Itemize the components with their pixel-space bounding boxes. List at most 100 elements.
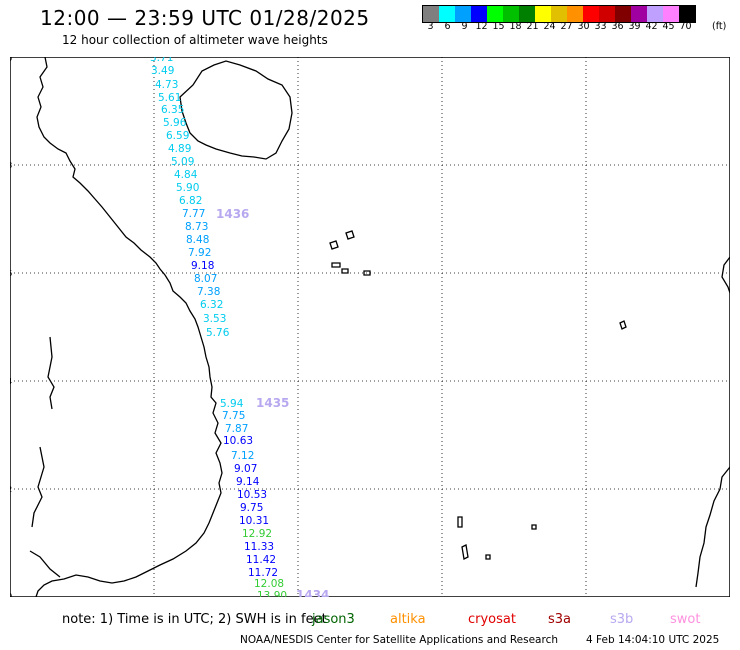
- map-subtitle: 12 hour collection of altimeter wave hei…: [62, 33, 328, 47]
- color-scale-label: 39: [628, 21, 641, 32]
- wave-height-labels: 3.713.49 4.735.616.355.966.594.895.094.84…: [150, 52, 287, 602]
- color-scale-label: 9: [461, 21, 468, 32]
- island: [457, 516, 463, 528]
- wave-height-value: 6.82: [179, 195, 202, 207]
- wave-height-value: 12.92: [242, 528, 272, 540]
- satellite-legend-item: jason3: [312, 612, 355, 627]
- island: [485, 554, 491, 560]
- wave-height-value: 5.96: [163, 117, 187, 129]
- left-coast-fragment: [29, 550, 61, 578]
- color-scale-labels: 3 6 9 12 15 18 21 24 27 30 33 36 39 42 45 70: [422, 21, 711, 32]
- wave-height-value: 9.75: [240, 502, 263, 514]
- color-swatch: [647, 6, 663, 22]
- map-frame: [9, 56, 731, 598]
- color-swatch: [503, 6, 519, 22]
- color-scale-unit: (ft): [712, 21, 727, 32]
- island: [331, 262, 341, 268]
- color-swatch: [599, 6, 615, 22]
- color-swatch: [567, 6, 583, 22]
- wave-height-value: 5.61: [158, 92, 181, 104]
- wave-height-value: 8.07: [194, 273, 217, 285]
- satellite-legend-item: cryosat: [468, 612, 516, 627]
- color-scale-label: 3: [427, 21, 434, 32]
- wave-height-value: 7.75: [222, 410, 245, 422]
- island: [345, 230, 355, 240]
- color-swatch: [551, 6, 567, 22]
- wave-height-value: 5.94: [220, 398, 244, 410]
- wave-height-value: 3.53: [203, 313, 226, 325]
- track-time-label: 1435: [256, 396, 289, 410]
- wave-height-value: 10.53: [237, 489, 267, 501]
- island: [341, 268, 349, 274]
- wave-height-value: 6.32: [200, 299, 223, 311]
- wave-height-value: 3.71: [150, 57, 173, 64]
- left-coast-fragment: [47, 336, 55, 410]
- credit-line: NOAA/NESDIS Center for Satellite Applica…: [240, 634, 558, 646]
- wave-height-value: 4.84: [174, 169, 198, 181]
- wave-height-value: 7.87: [225, 423, 248, 435]
- wave-height-value: 5.09: [171, 156, 194, 168]
- wave-height-value: 10.31: [239, 515, 269, 527]
- wave-height-value: 9.07: [234, 463, 257, 475]
- wave-height-value: 8.73: [185, 221, 208, 233]
- wave-height-value: 6.35: [161, 104, 184, 116]
- wave-height-value: 11.72: [248, 567, 278, 579]
- hainan-island: [179, 60, 293, 160]
- color-scale-label: 18: [509, 21, 522, 32]
- color-swatch: [583, 6, 599, 22]
- wave-height-value: 6.59: [166, 130, 189, 142]
- latitude-tick-label: 14: [10, 377, 12, 386]
- color-swatch: [471, 6, 487, 22]
- color-scale-label: 12: [475, 21, 488, 32]
- color-scale-label: 36: [611, 21, 624, 32]
- wave-height-value: 9.18: [191, 260, 214, 272]
- satellite-legend-item: s3a: [548, 612, 572, 627]
- color-scale-label: 6: [444, 21, 451, 32]
- island: [329, 240, 339, 250]
- wave-height-color-scale: [422, 5, 696, 23]
- wave-height-value: 7.12: [231, 450, 254, 462]
- mainland-coast: [35, 56, 223, 598]
- wave-height-value: 4.73: [155, 79, 178, 91]
- wave-height-value: 7.92: [188, 247, 211, 259]
- coastline: [29, 56, 731, 598]
- wave-height-value: 7.38: [197, 286, 220, 298]
- color-swatch: [663, 6, 679, 22]
- color-swatch: [631, 6, 647, 22]
- island: [619, 320, 627, 330]
- latitude-tick-label: 16: [10, 269, 12, 278]
- wave-height-value: 8.48: [186, 234, 209, 246]
- wave-height-value: 5.76: [206, 327, 230, 339]
- color-scale-label: [694, 21, 711, 32]
- satellite-legend-item: s3b: [610, 612, 634, 627]
- wave-height-value: 11.42: [246, 554, 276, 566]
- color-scale-label: 70: [679, 21, 692, 32]
- island: [461, 544, 469, 560]
- color-scale-label: 24: [543, 21, 556, 32]
- color-scale-label: 45: [662, 21, 675, 32]
- footer-note: note: 1) Time is in UTC; 2) SWH is in fe…: [62, 612, 327, 627]
- latitude-tick-label: 10: [10, 592, 12, 597]
- latitude-tick-label: 18: [10, 161, 12, 170]
- wave-height-value: 10.63: [223, 435, 253, 447]
- east-coast-fragment: [721, 256, 731, 294]
- color-swatch: [439, 6, 455, 22]
- track-time-label: 1436: [216, 207, 249, 221]
- color-swatch: [423, 6, 439, 22]
- color-scale-label: 15: [492, 21, 505, 32]
- color-scale-label: 30: [577, 21, 590, 32]
- color-scale-label: 42: [645, 21, 658, 32]
- island: [531, 524, 537, 530]
- color-swatch: [455, 6, 471, 22]
- island: [363, 270, 371, 276]
- color-swatch: [519, 6, 535, 22]
- wave-height-value: 4.89: [168, 143, 191, 155]
- wave-height-value: 13.90: [257, 590, 287, 597]
- latitude-tick-label: 20: [10, 57, 12, 63]
- map-title: 12:00 — 23:59 UTC 01/28/2025: [40, 6, 370, 30]
- map-panel: 105108111114117120201816141210 3.713.494…: [0, 52, 740, 612]
- color-scale-label: 33: [594, 21, 607, 32]
- wave-height-value: 3.49: [151, 65, 174, 77]
- satellite-legend-item: swot: [670, 612, 701, 627]
- wave-height-value: 7.77: [182, 208, 205, 220]
